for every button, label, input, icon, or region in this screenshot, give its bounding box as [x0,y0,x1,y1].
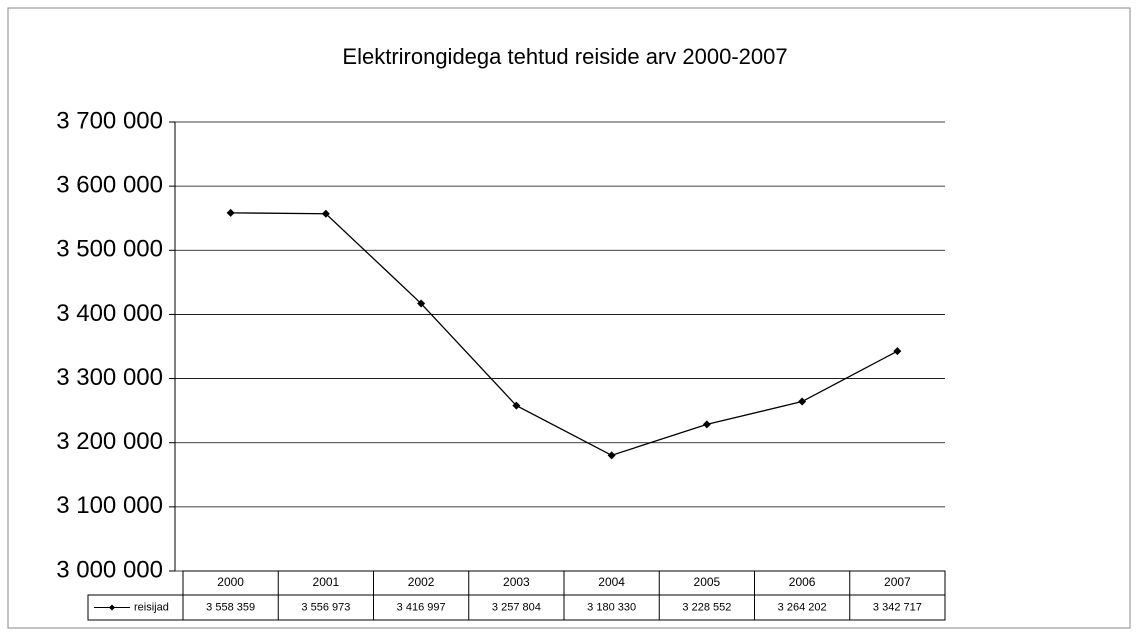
x-tick-label: 2003 [503,575,530,589]
marker [607,451,616,460]
table-value: 3 228 552 [682,601,731,613]
y-tick-label: 3 200 000 [56,428,163,455]
legend-marker [109,604,115,611]
marker [321,209,330,218]
x-tick-label: 2000 [217,575,244,589]
marker [893,347,902,356]
legend-label: reisijad [134,601,169,613]
x-tick-label: 2001 [313,575,340,589]
y-tick-label: 3 600 000 [56,171,163,198]
series-line [230,212,898,457]
table-value: 3 556 973 [301,601,350,613]
x-tick-label: 2005 [694,575,721,589]
table-value: 3 264 202 [778,601,827,613]
x-tick-label: 2007 [884,575,911,589]
table-value: 3 257 804 [492,601,541,613]
x-tick-label: 2006 [789,575,816,589]
table-value: 3 180 330 [587,601,636,613]
legend-cell [87,594,184,621]
marker [798,397,807,406]
table-value: 3 416 997 [397,601,446,613]
y-tick-label: 3 400 000 [56,300,163,327]
table-value: 3 342 717 [873,601,922,613]
table-value: 3 558 359 [206,601,255,613]
marker [702,420,711,429]
y-tick-label: 3 700 000 [56,107,163,134]
chart-title: Elektrirongidega tehtud reiside arv 2000… [342,44,787,69]
y-tick-label: 3 500 000 [56,236,163,263]
marker [512,401,521,410]
marker [226,208,235,217]
y-tick-label: 3 300 000 [56,364,163,391]
x-tick-label: 2002 [408,575,435,589]
y-tick-label: 3 000 000 [56,556,163,583]
marker [417,299,426,308]
x-tick-label: 2004 [598,575,625,589]
y-tick-label: 3 100 000 [56,492,163,519]
chart-border [7,7,1131,629]
